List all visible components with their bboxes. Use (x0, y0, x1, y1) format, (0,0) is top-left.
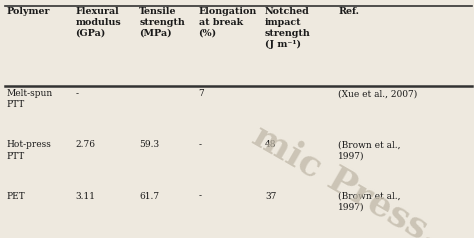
Text: -: - (199, 140, 201, 149)
Text: mic Press.: mic Press. (247, 119, 445, 238)
Text: 37: 37 (265, 192, 276, 201)
Text: -: - (75, 89, 78, 98)
Text: Flexural
modulus
(GPa): Flexural modulus (GPa) (75, 7, 121, 38)
Text: (Brown et al.,
1997): (Brown et al., 1997) (338, 140, 401, 160)
Text: 48: 48 (265, 140, 276, 149)
Text: (Brown et al.,
1997): (Brown et al., 1997) (338, 192, 401, 212)
Text: Tensile
strength
(MPa): Tensile strength (MPa) (139, 7, 185, 38)
Text: Elongation
at break
(%): Elongation at break (%) (199, 7, 257, 38)
Text: Notched
impact
strength
(J m⁻¹): Notched impact strength (J m⁻¹) (265, 7, 311, 49)
Text: Hot-press
PTT: Hot-press PTT (7, 140, 52, 160)
Text: (Xue et al., 2007): (Xue et al., 2007) (338, 89, 418, 98)
Text: Polymer: Polymer (7, 7, 50, 16)
Text: PET: PET (7, 192, 26, 201)
Text: 61.7: 61.7 (139, 192, 159, 201)
Text: 7: 7 (199, 89, 204, 98)
Text: 3.11: 3.11 (75, 192, 95, 201)
Text: Ref.: Ref. (338, 7, 359, 16)
Text: -: - (199, 192, 201, 201)
Text: 59.3: 59.3 (139, 140, 159, 149)
Text: 2.76: 2.76 (75, 140, 95, 149)
Text: Melt-spun
PTT: Melt-spun PTT (7, 89, 53, 109)
